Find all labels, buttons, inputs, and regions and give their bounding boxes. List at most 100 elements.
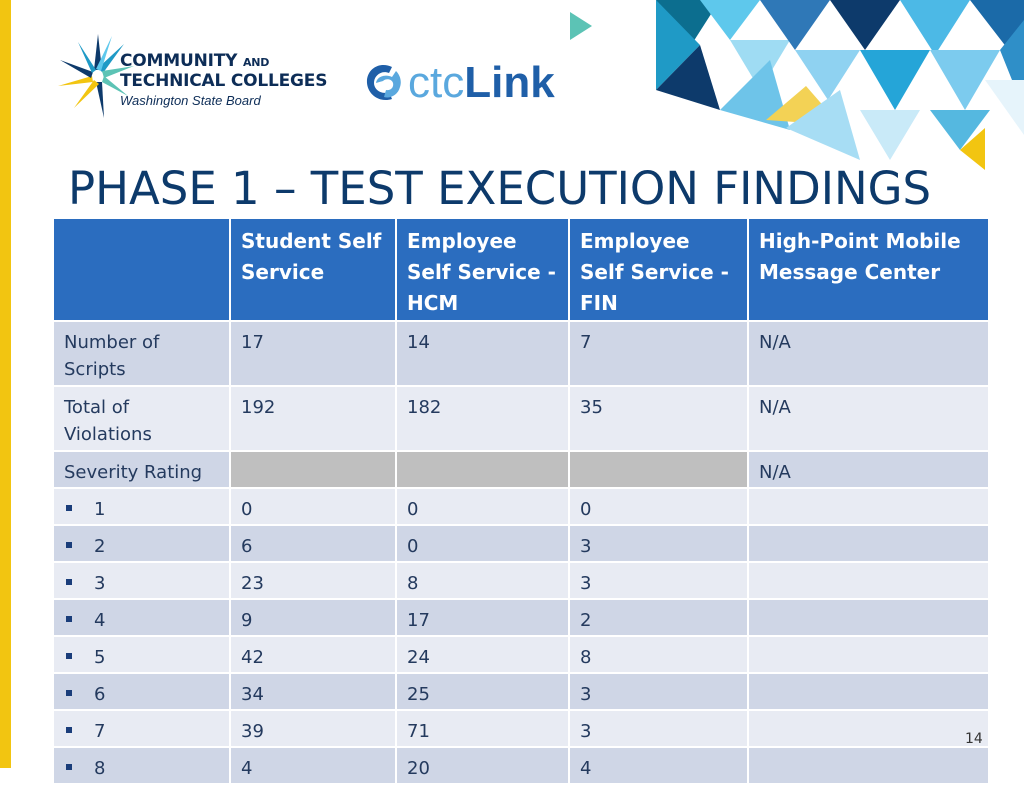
ctclink-text-link: Link <box>464 58 555 107</box>
table-cell: 0 <box>229 487 397 526</box>
decorative-triangles <box>570 0 1024 170</box>
table-cell: 3 <box>568 524 749 563</box>
table-cell: N/A <box>747 385 990 452</box>
table-cell: 42 <box>229 635 397 674</box>
table-row: Total of Violations 192 182 35 N/A <box>52 385 990 452</box>
ctc-starburst-logo-icon <box>58 34 134 118</box>
table-cell: 192 <box>229 385 397 452</box>
severity-level: 4 <box>94 610 106 631</box>
ctc-org-and: AND <box>242 56 270 69</box>
table-cell: 4 <box>568 746 749 785</box>
severity-level: 3 <box>94 573 106 594</box>
table-cell: 14 <box>395 320 570 387</box>
table-cell: N/A <box>747 450 990 489</box>
table-cell <box>747 524 990 563</box>
table-cell <box>568 450 749 489</box>
findings-table: Student Self Service Employee Self Servi… <box>52 217 990 785</box>
table-cell <box>747 487 990 526</box>
row-label: Severity Rating <box>52 450 231 489</box>
ctc-org-line3: Washington State Board <box>120 93 261 108</box>
table-row: 7 39 71 3 <box>52 709 990 748</box>
table-cell <box>747 635 990 674</box>
table-cell: N/A <box>747 320 990 387</box>
table-cell: 3 <box>568 561 749 600</box>
table-cell <box>395 450 570 489</box>
left-accent-bar <box>0 0 11 768</box>
table-row: 1 0 0 0 <box>52 487 990 526</box>
table-cell <box>747 709 990 748</box>
table-row: Number of Scripts 17 14 7 N/A <box>52 320 990 387</box>
row-label: Number of Scripts <box>52 320 231 387</box>
table-row: 8 4 20 4 <box>52 746 990 785</box>
header-cell-blank <box>52 217 231 322</box>
row-label: 4 <box>52 598 231 637</box>
table-cell <box>747 746 990 785</box>
table-cell: 0 <box>395 487 570 526</box>
bullet-icon <box>66 579 72 585</box>
table-cell: 23 <box>229 561 397 600</box>
table-cell: 8 <box>395 561 570 600</box>
table-cell: 2 <box>568 598 749 637</box>
table-cell: 71 <box>395 709 570 748</box>
table-cell: 8 <box>568 635 749 674</box>
row-label: Total of Violations <box>52 385 231 452</box>
row-label: 1 <box>52 487 231 526</box>
table-cell <box>747 598 990 637</box>
ctclink-text-ctc: ctc <box>408 58 465 107</box>
table-cell: 3 <box>568 709 749 748</box>
bullet-icon <box>66 690 72 696</box>
table-row: 3 23 8 3 <box>52 561 990 600</box>
header-employee-self-service-fin: Employee Self Service - FIN <box>568 217 749 322</box>
severity-level: 6 <box>94 684 106 705</box>
table-cell: 35 <box>568 385 749 452</box>
header-employee-self-service-hcm: Employee Self Service - HCM <box>395 217 570 322</box>
bullet-icon <box>66 505 72 511</box>
row-label: 7 <box>52 709 231 748</box>
table-row: 5 42 24 8 <box>52 635 990 674</box>
table-cell: 39 <box>229 709 397 748</box>
severity-level: 7 <box>94 721 106 742</box>
table-cell: 17 <box>229 320 397 387</box>
ctc-wordmark: COMMUNITY AND TECHNICAL COLLEGES Washing… <box>120 52 327 110</box>
table-row: 4 9 17 2 <box>52 598 990 637</box>
table-row: Severity Rating N/A <box>52 450 990 489</box>
ctc-org-line2: TECHNICAL COLLEGES <box>120 71 328 91</box>
table-cell: 6 <box>229 524 397 563</box>
table-cell: 182 <box>395 385 570 452</box>
severity-level: 8 <box>94 758 106 779</box>
page-number: 14 <box>965 731 983 747</box>
table-cell: 4 <box>229 746 397 785</box>
table-cell: 25 <box>395 672 570 711</box>
bullet-icon <box>66 542 72 548</box>
table-cell: 34 <box>229 672 397 711</box>
table-cell: 3 <box>568 672 749 711</box>
table-row: 6 34 25 3 <box>52 672 990 711</box>
header-student-self-service: Student Self Service <box>229 217 397 322</box>
bullet-icon <box>66 727 72 733</box>
table-cell: 7 <box>568 320 749 387</box>
ctclink-swirl-icon <box>366 64 401 101</box>
table-header-row: Student Self Service Employee Self Servi… <box>52 217 990 322</box>
table-cell: 0 <box>568 487 749 526</box>
table-row: 2 6 0 3 <box>52 524 990 563</box>
bullet-icon <box>66 764 72 770</box>
row-label: 2 <box>52 524 231 563</box>
header-high-point-mobile: High-Point Mobile Message Center <box>747 217 990 322</box>
ctc-org-line1: COMMUNITY <box>120 51 238 71</box>
table-cell: 24 <box>395 635 570 674</box>
row-label: 3 <box>52 561 231 600</box>
row-label: 8 <box>52 746 231 785</box>
ctclink-logo: ctcLink <box>362 55 555 111</box>
table-cell <box>229 450 397 489</box>
table-cell: 20 <box>395 746 570 785</box>
table-cell <box>747 672 990 711</box>
table-cell: 9 <box>229 598 397 637</box>
severity-level: 1 <box>94 499 106 520</box>
slide-title: PHASE 1 – TEST EXECUTION FINDINGS <box>68 162 932 215</box>
row-label: 6 <box>52 672 231 711</box>
table-cell <box>747 561 990 600</box>
bullet-icon <box>66 616 72 622</box>
table-cell: 0 <box>395 524 570 563</box>
severity-level: 5 <box>94 647 106 668</box>
row-label: 5 <box>52 635 231 674</box>
